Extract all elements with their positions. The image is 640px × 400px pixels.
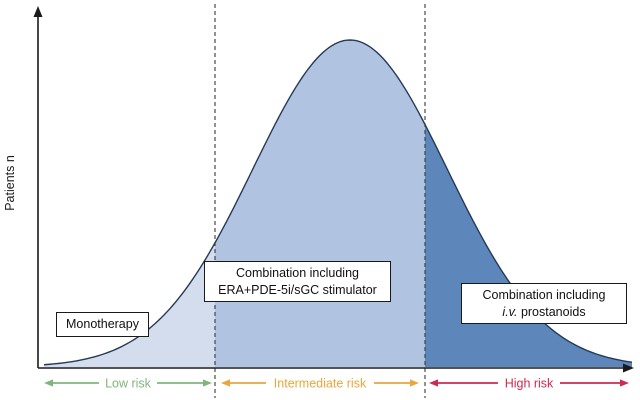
high-risk-right-arrowhead-icon xyxy=(620,379,629,387)
high-risk-left-arrowhead-icon xyxy=(429,379,438,387)
axes xyxy=(33,6,634,373)
x-axis-arrowhead-icon xyxy=(623,363,634,373)
monotherapy-box: Monotherapy xyxy=(56,312,149,337)
combination-prostanoids-box: Combination including i.v. prostanoids xyxy=(461,283,627,324)
combination-prostanoids-line2: i.v. prostanoids xyxy=(471,304,617,321)
intermediate-risk-arrow xyxy=(221,379,419,387)
low-risk-arrow xyxy=(44,379,212,387)
combination-era-line2: ERA+PDE-5i/sGC stimulator xyxy=(218,282,377,297)
low-risk-right-arrowhead-icon xyxy=(203,379,212,387)
combination-era-line1: Combination including xyxy=(236,266,359,280)
high-risk-label: High risk xyxy=(505,377,554,391)
low-risk-left-arrowhead-icon xyxy=(44,379,53,387)
high-risk-arrow xyxy=(429,379,629,387)
iv-italic-text: i.v. xyxy=(502,304,518,319)
low-risk-label: Low risk xyxy=(105,377,152,391)
intermediate-risk-left-arrowhead-icon xyxy=(221,379,230,387)
y-axis-label: Patients n xyxy=(3,155,17,211)
combination-era-box: Combination including ERA+PDE-5i/sGC sti… xyxy=(204,261,391,302)
intermediate-risk-right-arrowhead-icon xyxy=(410,379,419,387)
prostanoids-text: prostanoids xyxy=(517,304,586,319)
y-axis-arrowhead-icon xyxy=(33,6,43,17)
intermediate-risk-label: Intermediate risk xyxy=(274,377,367,391)
curve-area-low-risk xyxy=(44,242,215,367)
monotherapy-box-text: Monotherapy xyxy=(66,317,139,331)
combination-prostanoids-line1: Combination including xyxy=(482,288,606,302)
